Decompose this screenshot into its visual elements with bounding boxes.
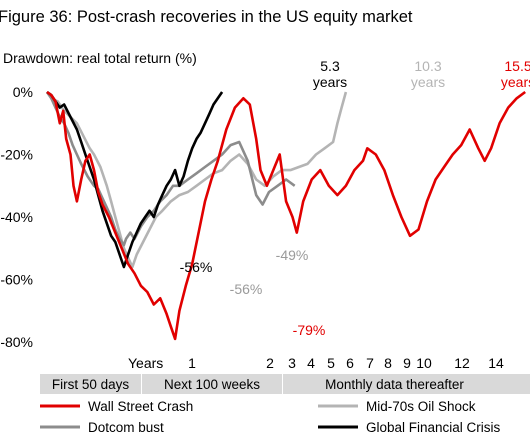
x-tick-label: 9 bbox=[403, 355, 411, 371]
trough-label: -79% bbox=[293, 322, 326, 338]
recovery-label: years bbox=[501, 74, 530, 90]
chart-title: Figure 36: Post-crash recoveries in the … bbox=[0, 8, 413, 26]
x-segment-label: Monthly data thereafter bbox=[325, 377, 464, 392]
y-tick-label: -80% bbox=[0, 334, 33, 350]
legend-label: Dotcom bust bbox=[88, 420, 164, 435]
recovery-label: years bbox=[313, 74, 347, 90]
x-tick-label: 10 bbox=[416, 355, 432, 371]
x-tick-label: 6 bbox=[346, 355, 354, 371]
y-tick-label: -60% bbox=[0, 272, 33, 288]
series-line bbox=[46, 90, 526, 341]
recovery-label: 15.5 bbox=[504, 58, 530, 74]
trough-label: -56% bbox=[180, 259, 213, 275]
legend-label: Wall Street Crash bbox=[88, 399, 193, 414]
legend-label: Mid-70s Oil Shock bbox=[366, 399, 476, 414]
legend-label: Global Financial Crisis bbox=[366, 420, 501, 435]
recovery-label: 10.3 bbox=[414, 58, 441, 74]
y-axis-label: Drawdown: real total return (%) bbox=[3, 50, 197, 66]
x-tick-label: 8 bbox=[384, 355, 392, 371]
x-tick-label: 4 bbox=[307, 355, 315, 371]
x-segment-band bbox=[40, 374, 141, 394]
annotations: 5.3years10.3years15.5years-56%-56%-49%-7… bbox=[180, 58, 530, 338]
x-tick-label: 7 bbox=[366, 355, 374, 371]
y-tick-label: -20% bbox=[0, 147, 33, 163]
legend: Wall Street Crash Dotcom bust Mid-70s Oil … bbox=[40, 399, 501, 435]
x-tick-label: 14 bbox=[488, 355, 504, 371]
x-segment-label: First 50 days bbox=[52, 377, 130, 392]
x-segment-band bbox=[142, 374, 282, 394]
x-axis-ticks: 1 2 3 4 5 6 7 8 9 10 12 14 bbox=[188, 355, 504, 371]
y-tick-label: 0% bbox=[13, 84, 33, 100]
series-lines bbox=[45, 90, 526, 341]
x-tick-label: 3 bbox=[288, 355, 296, 371]
x-segment-label: Next 100 weeks bbox=[164, 377, 260, 392]
y-tick-label: -40% bbox=[0, 209, 33, 225]
recovery-label: years bbox=[411, 74, 445, 90]
series-line bbox=[45, 91, 348, 269]
y-axis-ticks: 0% -20% -40% -60% -80% bbox=[0, 84, 33, 350]
recovery-label: 5.3 bbox=[320, 58, 340, 74]
trough-label: -49% bbox=[276, 247, 309, 263]
x-tick-label: 12 bbox=[454, 355, 470, 371]
trough-label: -56% bbox=[230, 281, 263, 297]
x-tick-label: 2 bbox=[266, 355, 274, 371]
x-segment-band bbox=[283, 374, 530, 394]
series-line bbox=[46, 90, 224, 269]
x-segment-bands: First 50 days Next 100 weeks Monthly data … bbox=[40, 374, 530, 394]
x-tick-label: 1 bbox=[188, 355, 196, 371]
x-axis-label: Years bbox=[128, 355, 163, 371]
x-tick-label: 5 bbox=[327, 355, 335, 371]
